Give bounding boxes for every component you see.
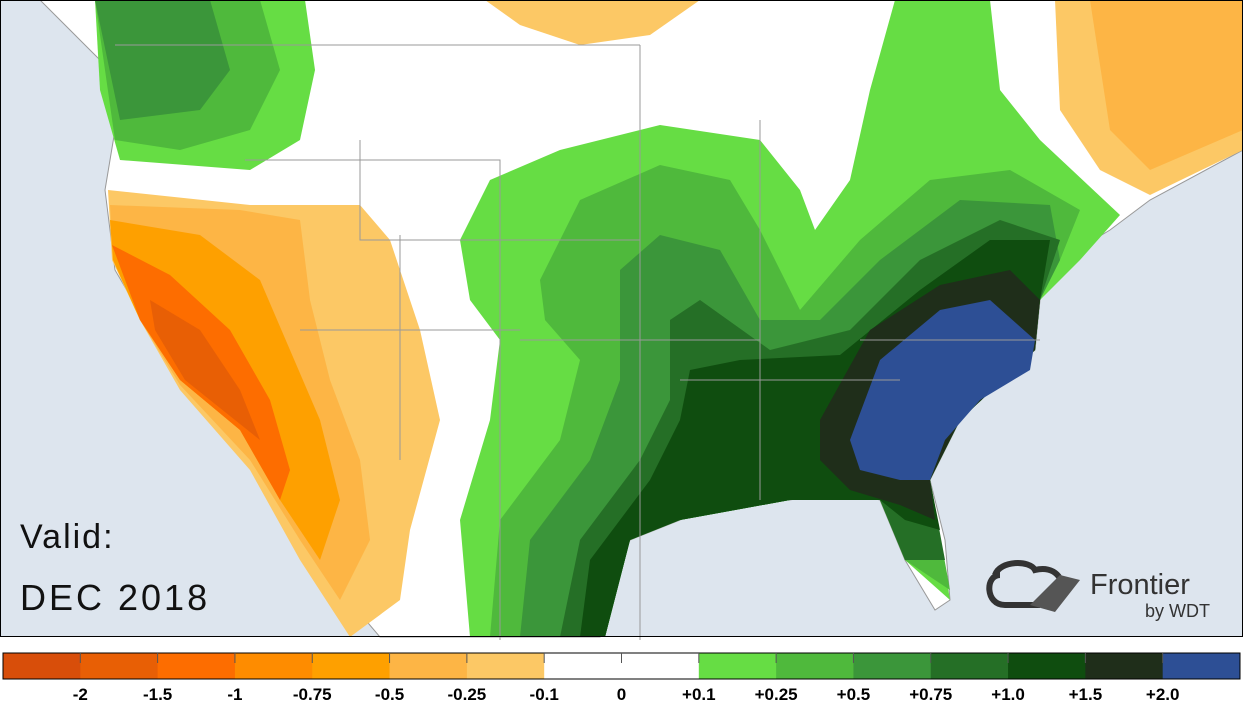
logo: Frontier by WDT (986, 560, 1210, 621)
legend-swatch (466, 653, 545, 679)
legend-swatch (3, 653, 81, 679)
legend-swatch (157, 653, 236, 679)
legend-label: +2.0 (1146, 685, 1180, 704)
legend-label: +0.5 (837, 685, 871, 704)
legend-swatch (1085, 653, 1164, 679)
legend-label: +0.75 (909, 685, 952, 704)
zone-orange-north (485, 0, 700, 45)
valid-period: DEC 2018 (20, 577, 210, 618)
legend: -2 -1.5 -1 -0.75 -0.5 -0.25 -0.1 0 +0.1 +0.25 +0.5… (2, 652, 1241, 704)
logo-grid (1030, 575, 1080, 612)
legend-swatch (312, 653, 391, 679)
legend-swatch (80, 653, 159, 679)
legend-swatch (930, 653, 1009, 679)
legend-label: -1.5 (143, 685, 172, 704)
zone-orange-ne2 (1090, 0, 1243, 170)
border-line (115, 44, 1040, 640)
borders (115, 44, 1040, 640)
legend-swatch (544, 653, 622, 679)
legend-swatch (621, 653, 700, 679)
legend-label: -0.5 (375, 685, 404, 704)
legend-label: -0.1 (530, 685, 559, 704)
legend-label: -0.75 (293, 685, 332, 704)
legend-swatch (776, 653, 854, 679)
legend-label: +1.5 (1069, 685, 1103, 704)
legend-swatch (1008, 653, 1086, 679)
logo-by: by WDT (1145, 601, 1210, 621)
legend-label: -1 (227, 685, 242, 704)
legend-swatch (234, 653, 313, 679)
legend-swatch (698, 653, 777, 679)
legend-label: -2 (73, 685, 88, 704)
legend-swatch (853, 653, 932, 679)
legend-swatch (389, 653, 468, 679)
zone-green-nw3 (95, 0, 230, 120)
legend-label: +0.25 (755, 685, 798, 704)
zone-blue (850, 300, 1035, 480)
legend-swatch (1162, 653, 1241, 679)
legend-label: +0.1 (682, 685, 716, 704)
legend-label: 0 (617, 685, 626, 704)
map: Valid: DEC 2018 Frontier by WDT (0, 0, 1243, 640)
legend-label: -0.25 (448, 685, 487, 704)
zone-orange-darkest (150, 300, 260, 440)
valid-label: Valid: (20, 518, 115, 556)
legend-label: +1.0 (991, 685, 1025, 704)
logo-name: Frontier (1090, 569, 1190, 601)
